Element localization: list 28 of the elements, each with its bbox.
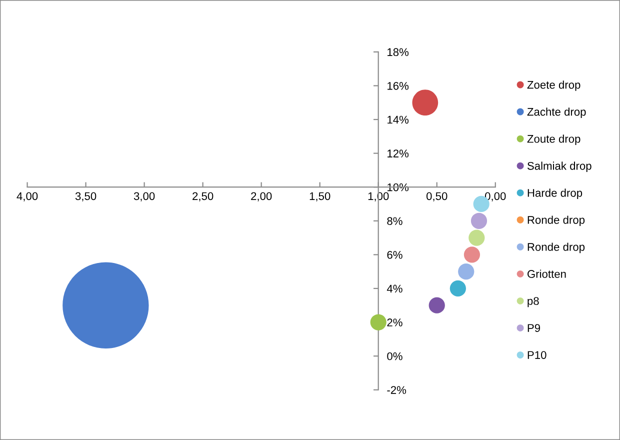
y-tick-label: 14% [388, 116, 409, 124]
x-tick-label: 2,00 [251, 192, 272, 202]
legend-label: Zoete drop [527, 80, 580, 91]
legend-label: Ronde drop [528, 216, 585, 226]
y-tick-label: 12% [388, 150, 409, 158]
x-tick-label: 3,50 [75, 192, 96, 202]
legend-label: p8 [528, 297, 539, 308]
y-tick-label: 0% [387, 352, 402, 360]
legend-label: Harde drop [528, 188, 582, 200]
x-tick-label: 2,50 [192, 192, 214, 202]
legend-label: P9 [528, 324, 540, 332]
y-tick-label: 18% [388, 48, 409, 56]
y-tick-label: 6% [387, 250, 402, 259]
x-tick-label: 1,50 [310, 192, 330, 202]
y-tick-label: 8% [387, 217, 402, 226]
x-tick-label: 0,50 [426, 192, 448, 202]
y-tick-label: 4% [386, 284, 402, 293]
legend-label: Zachte drop [527, 108, 586, 118]
x-tick-label: 4,00 [16, 192, 38, 202]
legend-label: Ronde drop [528, 242, 585, 254]
legend-label: P10 [528, 351, 546, 359]
x-tick-label: 3,00 [134, 192, 155, 202]
y-tick-label: 2% [387, 318, 402, 326]
legend-label: Griotten [528, 270, 566, 278]
legend-label: Zoute drop [527, 134, 580, 145]
y-tick-label: 16% [388, 82, 409, 90]
y-tick-label: -2% [387, 386, 406, 394]
legend-label: Salmiak drop [527, 162, 592, 172]
